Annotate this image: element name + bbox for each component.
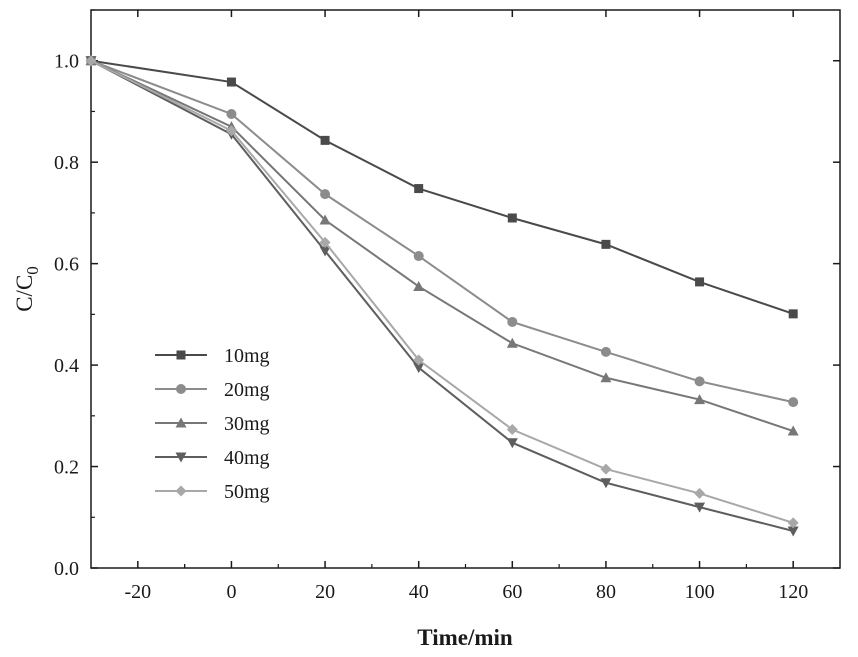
y-axis-title: C/C0 <box>12 266 42 312</box>
legend-label: 40mg <box>224 447 270 469</box>
legend-marker <box>176 384 186 394</box>
legend-item-20mg: 20mg <box>155 379 270 401</box>
y-axis: 0.0 0.2 0.4 0.6 0.8 1.0 <box>54 9 840 580</box>
data-point <box>788 309 798 319</box>
data-point <box>694 376 705 387</box>
series-line <box>90 59 794 524</box>
data-point <box>507 213 517 223</box>
x-tick-label: 0 <box>226 581 236 603</box>
x-tick-label: 40 <box>409 581 429 603</box>
series-50mg <box>85 55 799 529</box>
data-point <box>694 394 706 405</box>
data-point <box>413 280 425 291</box>
series-line <box>90 59 794 404</box>
data-point <box>600 478 612 489</box>
data-point <box>320 189 331 200</box>
legend-marker <box>175 485 187 497</box>
data-point <box>788 397 799 408</box>
y-tick-label: 0.4 <box>54 355 79 377</box>
data-point <box>506 424 518 436</box>
data-point <box>226 108 237 119</box>
data-point <box>85 55 97 67</box>
legend-item-40mg: 40mg <box>155 447 270 469</box>
x-axis-title: Time/min <box>417 625 513 650</box>
legend-label: 20mg <box>224 379 270 401</box>
data-point <box>694 487 706 499</box>
data-point <box>600 372 612 383</box>
data-point <box>600 463 612 475</box>
legend-item-30mg: 30mg <box>155 413 270 435</box>
data-point <box>319 246 331 257</box>
data-point <box>601 239 611 249</box>
legend-label: 50mg <box>224 481 270 503</box>
data-point <box>506 438 518 449</box>
data-point <box>413 251 424 262</box>
legend-marker <box>175 417 187 428</box>
data-point <box>226 77 236 87</box>
legend-item-10mg: 10mg <box>155 345 270 367</box>
data-point <box>787 425 799 436</box>
data-point <box>787 526 799 537</box>
y-axis-title-subscript: 0 <box>23 266 42 275</box>
x-tick-label: 100 <box>685 581 715 603</box>
series-40mg <box>85 56 799 537</box>
legend-label: 30mg <box>224 413 270 435</box>
data-point <box>694 502 706 513</box>
data-point <box>414 184 424 194</box>
y-tick-label: 1.0 <box>54 51 79 73</box>
x-tick-label: -20 <box>124 581 151 603</box>
data-point <box>320 135 330 145</box>
data-point <box>787 517 799 529</box>
legend-item-50mg: 50mg <box>155 481 270 503</box>
legend-label: 10mg <box>224 345 270 367</box>
series-layer <box>85 55 799 537</box>
legend-marker <box>176 350 186 360</box>
x-tick-label: 60 <box>502 581 522 603</box>
x-axis: -20 0 20 40 60 80 100 120 <box>124 10 808 603</box>
series-line <box>90 59 794 432</box>
y-tick-label: 0.2 <box>54 457 79 479</box>
data-point <box>506 337 518 348</box>
series-line <box>90 59 794 532</box>
data-point <box>413 354 425 366</box>
data-point <box>507 316 518 327</box>
data-point <box>695 277 705 287</box>
x-tick-label: 80 <box>596 581 616 603</box>
x-tick-label: 20 <box>315 581 335 603</box>
series-10mg <box>86 56 798 319</box>
y-tick-label: 0.0 <box>54 558 79 580</box>
data-point <box>600 346 611 357</box>
y-tick-label: 0.8 <box>54 152 79 174</box>
data-point <box>225 125 237 137</box>
data-point <box>413 363 425 374</box>
legend: 10mg 20mg 30mg 40mg 50mg <box>155 345 270 503</box>
y-axis-title-main: C/C <box>12 275 37 312</box>
data-point <box>319 236 331 248</box>
x-tick-label: 120 <box>778 581 808 603</box>
data-point <box>319 214 331 225</box>
series-line <box>90 59 794 315</box>
legend-marker <box>175 452 187 463</box>
y-tick-label: 0.6 <box>54 254 79 276</box>
